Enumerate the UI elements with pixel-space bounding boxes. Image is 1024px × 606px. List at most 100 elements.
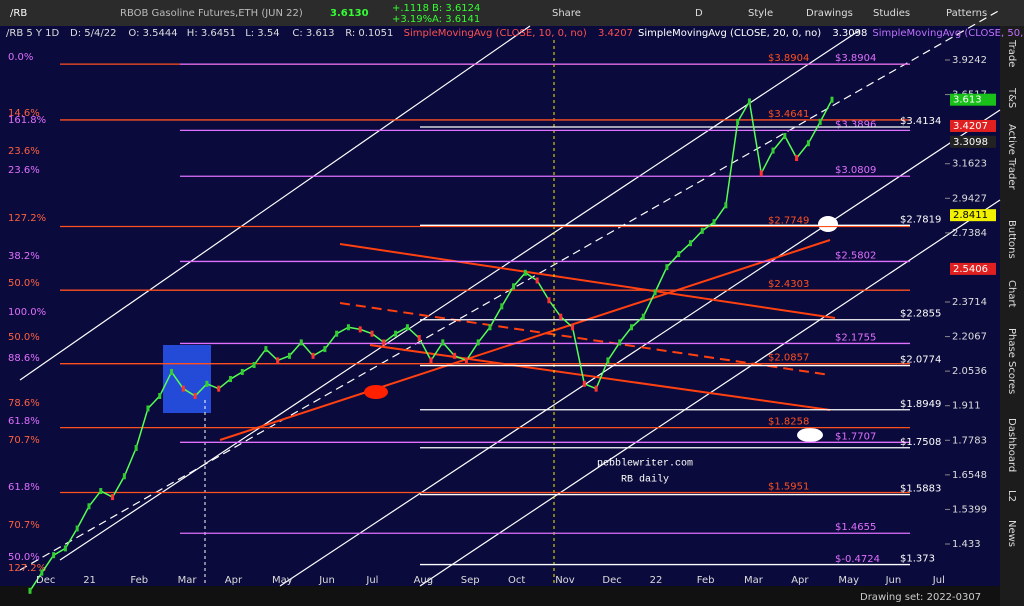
candle (759, 170, 763, 177)
candle (441, 339, 445, 346)
candle (736, 118, 740, 125)
candle (535, 277, 539, 284)
candle (747, 98, 751, 105)
candle (217, 385, 221, 392)
level-label: $-0.4724 (835, 554, 880, 565)
candle (99, 488, 103, 495)
candle (134, 444, 138, 451)
level-label: $2.7819 (900, 214, 941, 225)
level-label: $2.4303 (768, 279, 809, 290)
candle (618, 339, 622, 346)
toolbar-button[interactable]: Drawings (806, 8, 853, 19)
header-item: C: 3.613 (292, 28, 334, 39)
annotation: RB daily (621, 474, 669, 486)
candle (806, 140, 810, 147)
candle (523, 269, 527, 276)
toolbar-button[interactable]: Studies (873, 8, 910, 19)
toolbar-button[interactable]: D (695, 8, 703, 19)
toolbar-button[interactable]: Share (552, 8, 581, 19)
level-label: $3.8904 (835, 53, 876, 64)
label: B: 3.6124 (432, 3, 480, 14)
time-label: 21 (83, 575, 96, 586)
fib-label: 61.8% (8, 416, 40, 427)
chart-layer: /RB RBOB Gasoline Futures,ETH (JUN 22) 3.6… (6, 3, 1024, 603)
toolbar-button[interactable]: Style (748, 8, 773, 19)
price-badge (950, 209, 996, 222)
fib-label: 100.0% (8, 307, 46, 318)
candle (641, 313, 645, 320)
side-tab[interactable]: Phase Scores (1006, 328, 1017, 394)
candle (476, 339, 480, 346)
candle (594, 385, 598, 392)
level-label: $2.2855 (900, 309, 941, 320)
side-tab[interactable]: L2 (1006, 490, 1017, 502)
side-tab[interactable]: News (1006, 520, 1017, 547)
candle (229, 376, 232, 383)
side-panel (1000, 26, 1024, 606)
level-label: $3.0809 (835, 165, 876, 176)
price-badge-label: 3.613 (953, 95, 982, 106)
header-item: R: 0.1051 (345, 28, 393, 39)
time-label: Apr (225, 575, 243, 586)
study-value: 3.4207 (598, 28, 633, 39)
level-label: $1.5951 (768, 482, 809, 493)
toolbar-button[interactable]: Patterns (946, 8, 987, 19)
fib-label: 78.6% (8, 398, 40, 409)
study-name: SimpleMovingAvg (CLOSE, 10, 0, no) (404, 28, 587, 39)
fib-label: 127.2% (8, 213, 46, 224)
candle (771, 147, 775, 154)
candle (405, 324, 409, 331)
candle (394, 330, 398, 337)
study-value: 3.3098 (832, 28, 867, 39)
candle (63, 545, 67, 552)
candle (582, 380, 586, 387)
candle (252, 361, 256, 368)
side-tab[interactable]: Chart (1006, 280, 1017, 308)
level-label: $1.5883 (900, 484, 941, 495)
price-badge-label: 3.4207 (953, 121, 988, 132)
time-label: Apr (791, 575, 809, 586)
price-tick-label: 2.0536 (952, 366, 987, 377)
footer: Drawing set: 2022-0307 (860, 592, 981, 603)
price-tick-label: 3.9242 (952, 55, 987, 66)
candle (818, 118, 822, 125)
price-badge (950, 262, 996, 275)
candle (429, 357, 433, 364)
side-tab[interactable]: Buttons (1006, 220, 1017, 259)
time-axis-bg (0, 586, 1000, 606)
candle (571, 324, 575, 331)
side-tab[interactable]: Dashboard (1006, 418, 1017, 472)
candle (677, 251, 681, 258)
candle (170, 368, 174, 375)
time-label: May (272, 575, 293, 586)
price-tick-label: 3.1623 (952, 159, 987, 170)
annotation: pebblewriter.com (597, 458, 693, 470)
price-tick-label: 1.6548 (952, 470, 987, 481)
level-label: $1.373 (900, 554, 935, 565)
fib-label: 50.0% (8, 332, 40, 343)
highlight-box (163, 345, 211, 413)
price-tick-label: 2.7384 (952, 228, 987, 239)
time-label: May (838, 575, 859, 586)
level-label: $2.1755 (835, 332, 876, 343)
price-tick-label: 1.433 (952, 539, 981, 550)
level-label: $2.0774 (900, 355, 941, 366)
time-label: Sep (461, 575, 480, 586)
header-item: O: 3.5444 (128, 28, 177, 39)
level-label: $1.8949 (900, 399, 941, 410)
side-tab[interactable]: Trade (1006, 39, 1017, 67)
candle (276, 357, 280, 364)
fib-label: 88.6% (8, 353, 40, 364)
candle (311, 352, 315, 359)
time-label: Dec (602, 575, 621, 586)
level-label: $3.3896 (835, 119, 876, 130)
label: A: 3.6141 (432, 14, 480, 25)
candle (111, 494, 115, 501)
level-label: $3.4134 (900, 116, 941, 127)
candle (688, 240, 692, 247)
candle (299, 339, 303, 346)
candle (559, 313, 563, 320)
level-label: $3.4641 (768, 109, 809, 120)
side-tab[interactable]: Active Trader (1006, 124, 1017, 190)
side-tab[interactable]: T&S (1006, 87, 1017, 108)
